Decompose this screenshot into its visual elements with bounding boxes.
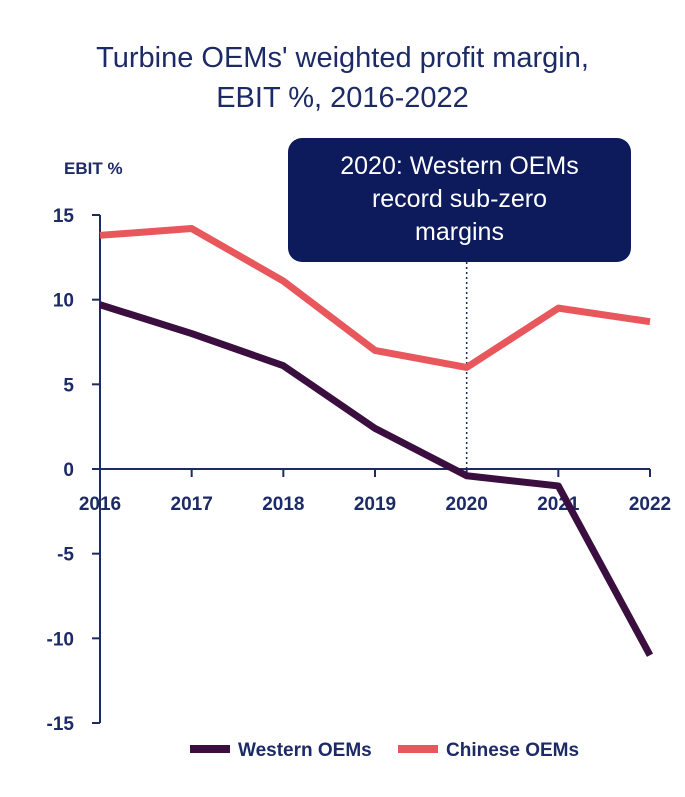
- series-line-western: [98, 301, 654, 657]
- y-tick-label: 0: [63, 460, 74, 481]
- y-tick-label: 5: [63, 375, 74, 396]
- annotation-line-2: record sub-zero: [372, 185, 547, 213]
- x-tick-label: 2016: [79, 494, 121, 515]
- y-tick-label: 15: [53, 206, 75, 227]
- x-tick-label: 2020: [446, 494, 488, 515]
- legend: Western OEMs Chinese OEMs: [190, 740, 579, 761]
- annotation: 2020: Western OEMs record sub-zero margi…: [288, 138, 631, 469]
- y-tick-label: -5: [57, 545, 74, 566]
- chart-title-line-1: Turbine OEMs' weighted profit margin,: [96, 42, 589, 74]
- chart-title-line-2: EBIT %, 2016-2022: [216, 82, 469, 114]
- x-tick-label: 2018: [262, 494, 304, 515]
- series-lines: [98, 225, 654, 657]
- legend-label-chinese: Chinese OEMs: [446, 740, 579, 761]
- annotation-line-1: 2020: Western OEMs: [340, 152, 579, 180]
- series-line-chinese: [99, 225, 651, 371]
- y-tick-label: -15: [47, 714, 75, 735]
- y-axis-label: EBIT %: [64, 159, 123, 178]
- y-tick-label: 10: [53, 291, 74, 312]
- x-tick-label: 2017: [171, 494, 213, 515]
- legend-label-western: Western OEMs: [238, 740, 372, 761]
- y-tick-label: -10: [47, 629, 74, 650]
- axes: [92, 214, 651, 724]
- annotation-box: [288, 138, 631, 262]
- x-tick-label: 2019: [354, 494, 396, 515]
- x-tick-label: 2022: [629, 494, 671, 515]
- annotation-line-3: margins: [415, 218, 504, 246]
- chart-title: Turbine OEMs' weighted profit margin, EB…: [0, 38, 685, 118]
